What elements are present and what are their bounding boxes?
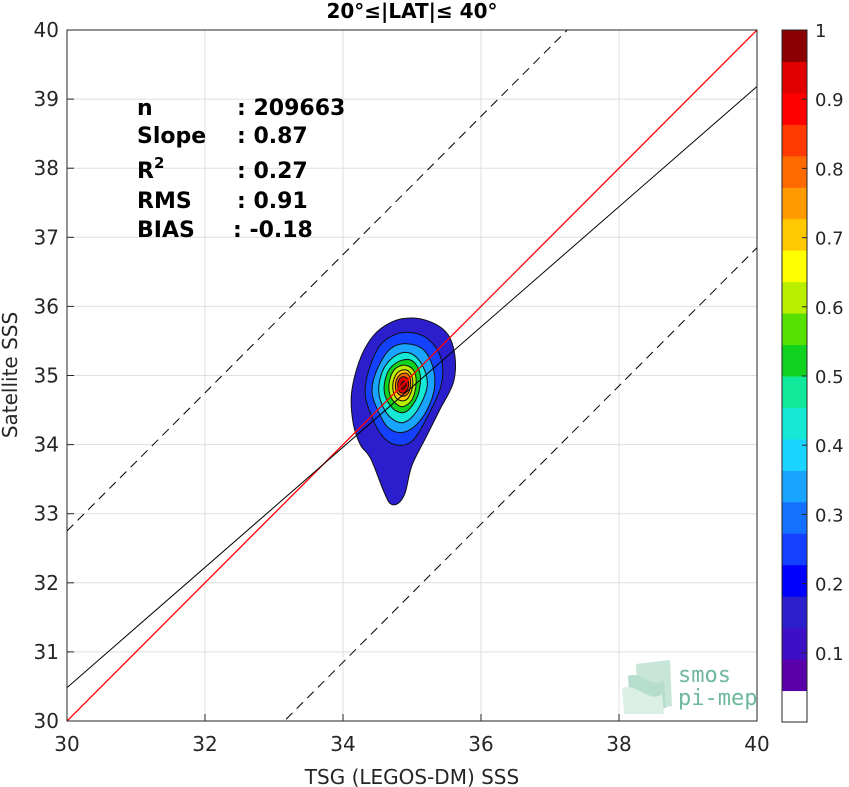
colorbar-segment — [782, 533, 807, 566]
y-tick-label: 30 — [34, 709, 59, 733]
stat-r2-superscript: 2 — [154, 154, 164, 172]
x-axis-label: TSG (LEGOS-DM) SSS — [304, 765, 519, 787]
colorbar-tick-label: 0.4 — [815, 436, 844, 457]
x-tick-label: 34 — [330, 732, 355, 756]
colorbar-segment — [782, 281, 807, 314]
x-tick-label: 30 — [54, 732, 79, 756]
colorbar-tick-label: 1 — [815, 21, 826, 42]
stat-slope-key: Slope — [137, 124, 206, 149]
stat-n-value: : 209663 — [237, 96, 345, 121]
colorbar-segment — [782, 596, 807, 629]
colorbar-tick-label: 0.3 — [815, 505, 844, 526]
stats-box: n : 209663 Slope : 0.87 R2 : 0.27 RMS : … — [137, 96, 345, 243]
stat-bias-key: BIAS — [137, 218, 195, 243]
colorbar-segment — [782, 627, 807, 660]
identity-line — [67, 30, 757, 721]
colorbar-tick-label: 0.1 — [815, 644, 844, 665]
colorbar-tick-label: 0.9 — [815, 90, 844, 111]
colorbar-segment — [782, 690, 807, 723]
y-tick-label: 35 — [34, 364, 59, 388]
y-tick-label: 36 — [34, 294, 59, 318]
colorbar-segment — [782, 501, 807, 534]
colorbar-ticks: 0.1 0.2 0.3 0.4 0.5 0.6 0.7 0.8 0.9 1 — [802, 21, 844, 665]
colorbar-tick-label: 0.5 — [815, 367, 844, 388]
colorbar-segment — [782, 344, 807, 377]
x-tick-label: 40 — [744, 732, 769, 756]
colorbar-segment — [782, 187, 807, 220]
logo-line1: smos — [678, 663, 731, 688]
colorbar-segment — [782, 250, 807, 283]
colorbar-segment — [782, 470, 807, 503]
colorbar-segment — [782, 155, 807, 188]
colorbar-segment — [782, 30, 807, 62]
colorbar-tick-label: 0.7 — [815, 229, 844, 250]
colorbar-segment — [782, 659, 807, 692]
chart-title: 20°≤|LAT|≤ 40° — [326, 0, 497, 23]
x-tick-label: 38 — [606, 732, 631, 756]
stat-r2-key: R2 — [137, 154, 164, 184]
regression-line — [67, 86, 757, 688]
colorbar-tick-label: 0.2 — [815, 575, 844, 596]
logo-line2: pi-mep — [678, 686, 757, 711]
y-tick-label: 32 — [34, 571, 59, 595]
colorbar-tick-label: 0.8 — [815, 159, 844, 180]
colorbar-segment — [782, 438, 807, 471]
y-tick-label: 37 — [34, 225, 59, 249]
colorbar-segment — [782, 313, 807, 346]
stat-rms-key: RMS — [137, 189, 192, 214]
y-axis-label: Satellite SSS — [0, 312, 22, 438]
y-tick-label: 40 — [34, 18, 59, 42]
y-tick-label: 38 — [34, 156, 59, 180]
stat-r2-value: : 0.27 — [237, 159, 308, 184]
y-tick-label: 39 — [34, 87, 59, 111]
lower-dashed-line — [283, 247, 757, 721]
smos-pi-mep-logo: smos pi-mep — [622, 660, 757, 714]
stat-bias-value: : -0.18 — [233, 218, 313, 243]
reference-lines — [67, 30, 757, 721]
x-axis-ticks: 30 32 34 36 38 40 — [54, 714, 770, 756]
logo-wave-icon — [622, 660, 672, 714]
colorbar-segment — [782, 92, 807, 125]
colorbar-segment — [782, 218, 807, 251]
y-tick-label: 31 — [34, 640, 59, 664]
colorbar-segment — [782, 564, 807, 597]
upper-dashed-line — [67, 30, 568, 532]
x-tick-label: 36 — [468, 732, 493, 756]
colorbar-tick-label: 0.6 — [815, 298, 844, 319]
y-tick-label: 34 — [34, 433, 59, 457]
colorbar-segment — [782, 61, 807, 94]
colorbar-segment — [782, 407, 807, 440]
stat-n-key: n — [137, 96, 153, 121]
colorbar-segment — [782, 376, 807, 408]
stat-rms-value: : 0.91 — [237, 189, 308, 214]
x-tick-label: 32 — [192, 732, 217, 756]
stat-slope-value: : 0.87 — [237, 124, 308, 149]
y-axis-ticks: 30 31 32 33 34 35 36 37 38 39 40 — [34, 18, 74, 733]
y-tick-label: 33 — [34, 502, 59, 526]
colorbar — [782, 30, 807, 723]
colorbar-segment — [782, 124, 807, 157]
